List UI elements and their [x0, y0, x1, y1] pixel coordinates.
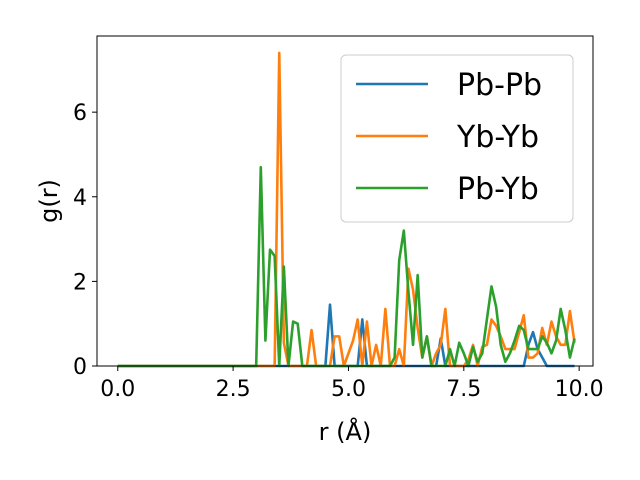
plot-frame: [96, 35, 594, 367]
x-axis-ticks: 0.0 2.5 5.0 7.5 10.0: [100, 366, 604, 402]
y-tick-label: 4: [73, 186, 87, 211]
legend-label: Yb-Yb: [456, 120, 539, 155]
y-tick-label: 6: [73, 101, 87, 126]
y-tick-label: 0: [73, 355, 87, 380]
x-tick-label: 10.0: [555, 377, 604, 402]
x-tick-label: 2.5: [216, 377, 251, 402]
y-axis-label: g(r): [35, 179, 63, 223]
legend-label: Pb-Pb: [457, 68, 542, 103]
x-axis-label: r (Å): [319, 417, 372, 446]
legend-box: [340, 54, 574, 223]
legend: Pb-Pb Yb-Yb Pb-Yb: [340, 54, 574, 223]
x-tick-label: 7.5: [446, 377, 481, 402]
x-tick-label: 0.0: [100, 377, 135, 402]
series-line-pb-yb: [117, 165, 576, 368]
y-axis-ticks: 0 2 4 6: [73, 101, 97, 380]
legend-label: Pb-Yb: [457, 172, 539, 207]
y-tick-label: 2: [73, 270, 87, 295]
x-tick-label: 5.0: [331, 377, 366, 402]
